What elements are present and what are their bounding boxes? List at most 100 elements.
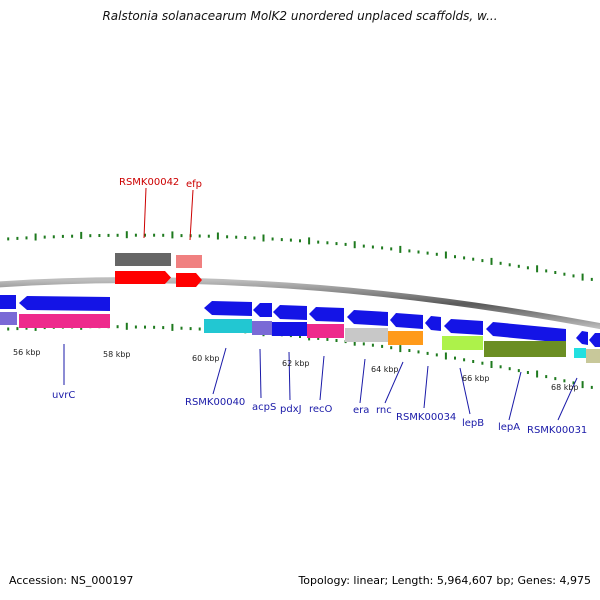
tick-mark [563, 272, 566, 276]
gene-bar-lepb[interactable] [442, 336, 483, 350]
tick-mark [171, 231, 174, 239]
tick-mark [89, 234, 92, 238]
gene-label-era[interactable]: era [353, 405, 369, 416]
tick-mark [162, 326, 165, 330]
tick-mark [381, 246, 384, 250]
tick-mark [289, 238, 292, 242]
gene-label-efp[interactable]: efp [186, 179, 202, 190]
gene-label-rsmk00042[interactable]: RSMK00042 [119, 177, 179, 188]
tick-mark [454, 255, 456, 259]
gene-bar-uvrc[interactable] [19, 314, 110, 328]
gene-arrow-rsmk00040[interactable] [204, 301, 252, 316]
tick-mark [362, 244, 365, 248]
tick-mark [180, 326, 183, 330]
genome-backbone [0, 277, 600, 330]
tick-mark [189, 327, 192, 331]
gene-label-pdxj[interactable]: pdxJ [280, 404, 302, 415]
gene-bar-rnc[interactable] [388, 331, 423, 345]
gene-bar-efp-pink[interactable] [176, 255, 202, 268]
gene-arrow-acps[interactable] [253, 303, 272, 317]
tick-mark [116, 233, 119, 237]
gene-arrow-rsmk00042[interactable] [115, 271, 171, 284]
gene-label-lepb[interactable]: lepB [462, 418, 484, 429]
tick-mark [590, 277, 593, 281]
scale-label-56kbp: 56 kbp [13, 348, 41, 357]
tick-mark [317, 336, 320, 340]
gene-arrow-lepb[interactable] [444, 319, 483, 335]
tick-mark [134, 233, 137, 237]
tick-mark [399, 345, 402, 353]
tick-mark [80, 231, 83, 239]
label-leaders [63, 187, 578, 421]
tick-mark [144, 233, 146, 237]
tick-mark [198, 327, 201, 331]
tick-mark [563, 379, 566, 383]
gene-arrow-rsmk00034[interactable] [425, 316, 441, 331]
tick-mark [444, 352, 447, 360]
gene-arrow-uvrc[interactable] [19, 296, 110, 311]
tick-mark [25, 326, 28, 330]
gene-label-rsmk00034[interactable]: RSMK00034 [396, 412, 456, 423]
tick-mark [244, 236, 247, 240]
tick-mark [508, 367, 511, 371]
tick-mark [499, 261, 502, 265]
gene-arrow-lepa[interactable] [486, 322, 566, 343]
gene-arrow-rnc[interactable] [390, 313, 423, 329]
tick-mark [198, 234, 201, 238]
gene-bar-acps[interactable] [252, 321, 272, 335]
gene-label-reco[interactable]: recO [309, 404, 333, 415]
scale-label-62kbp: 62 kbp [282, 359, 310, 368]
tick-mark [481, 259, 484, 263]
gene-bar-lepa[interactable] [484, 341, 566, 357]
tick-mark [335, 242, 338, 246]
gene-bar-rsmk00040[interactable] [204, 319, 252, 333]
tick-mark [399, 245, 402, 253]
scale-label-68kbp: 68 kbp [551, 383, 579, 392]
tick-mark [590, 385, 593, 389]
gene-label-acps[interactable]: acpS [252, 402, 276, 413]
tick-mark [545, 375, 548, 379]
tick-mark [335, 339, 338, 342]
gene-arrow-reco[interactable] [309, 307, 344, 322]
gene-arrow-efp[interactable] [176, 273, 202, 287]
gene-bar-rsmk00031[interactable] [574, 348, 586, 358]
scale-label-60kbp: 60 kbp [192, 354, 220, 363]
tick-mark [125, 231, 128, 239]
gene-label-rnc[interactable]: rnc [376, 405, 392, 416]
gene-arrow-partial-right[interactable] [589, 333, 600, 347]
tick-mark [125, 322, 128, 330]
tick-mark [16, 236, 19, 240]
tick-mark [390, 247, 393, 251]
gene-arrow-pdxj[interactable] [273, 305, 307, 320]
gene-arrow-rsmk00031[interactable] [576, 331, 588, 345]
gene-bar-rsmk00042-grey[interactable] [115, 253, 171, 266]
tick-mark [7, 237, 10, 241]
tick-mark [171, 323, 174, 331]
gene-bar-partial-right[interactable] [586, 349, 600, 363]
gene-bar-partial-left[interactable] [0, 312, 17, 325]
gene-bar-pdxj[interactable] [272, 322, 307, 336]
tick-mark [253, 236, 256, 240]
tick-mark [25, 236, 28, 240]
tick-mark [526, 266, 529, 270]
gene-label-uvrc[interactable]: uvrC [52, 390, 75, 401]
gene-label-lepa[interactable]: lepA [498, 422, 520, 433]
gene-label-rsmk00031[interactable]: RSMK00031 [527, 425, 587, 436]
scale-label-64kbp: 64 kbp [371, 365, 399, 374]
gene-bar-reco[interactable] [307, 324, 344, 338]
tick-mark [271, 237, 274, 241]
tick-mark [371, 245, 374, 249]
tick-mark [490, 361, 493, 368]
tick-mark [417, 350, 420, 354]
gene-arrow-era[interactable] [347, 310, 388, 326]
tick-mark [572, 381, 575, 385]
tick-mark [472, 257, 475, 261]
tick-mark [417, 250, 420, 254]
tick-mark [435, 252, 438, 256]
tick-mark [299, 239, 301, 243]
gene-bar-era[interactable] [345, 328, 388, 342]
gene-arrow-partial-left[interactable] [0, 295, 16, 309]
gene-label-rsmk00040[interactable]: RSMK00040 [185, 397, 245, 408]
tick-mark [572, 274, 575, 278]
